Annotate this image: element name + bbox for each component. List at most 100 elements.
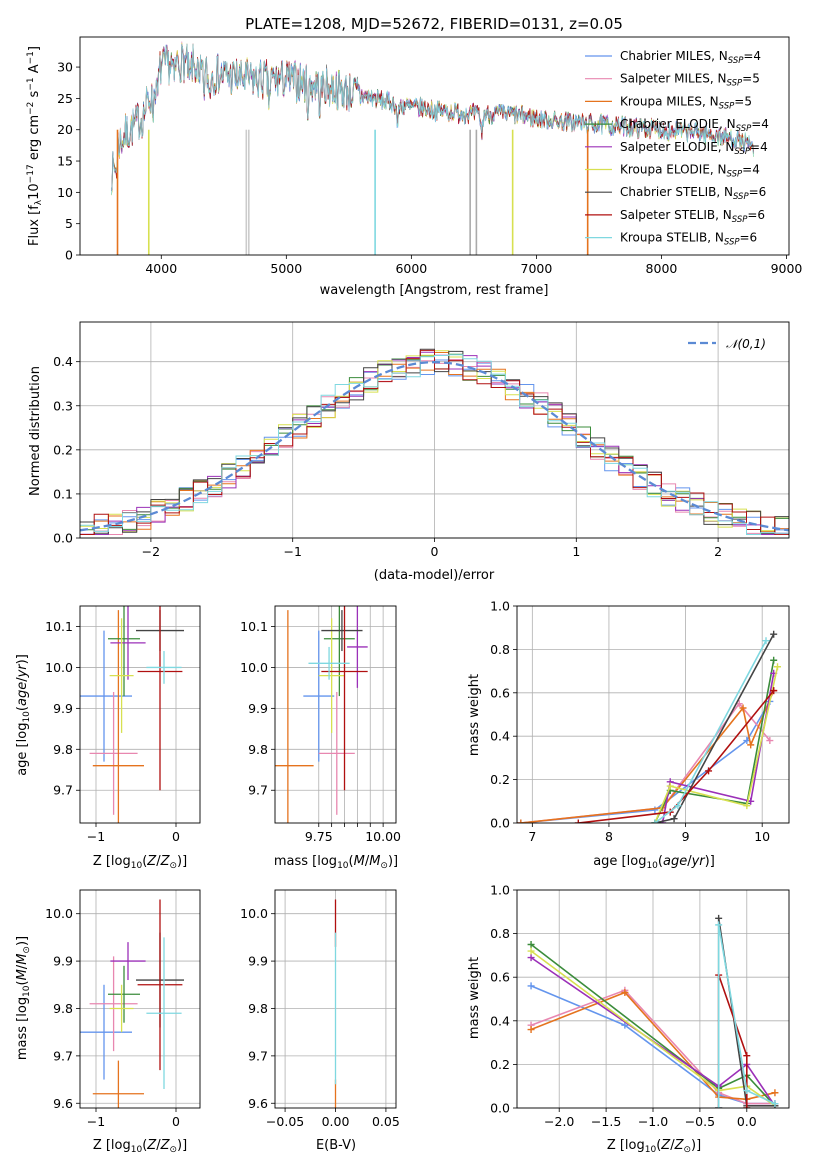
weight-marker xyxy=(743,802,751,810)
age-vs-z-ylabel: age [log10(age/yr)] xyxy=(15,654,32,776)
x-tick-label: −2.0 xyxy=(544,1114,574,1129)
weight-marker xyxy=(527,941,535,948)
legend-label: Kroupa ELODIE, NSSP=4 xyxy=(620,163,760,180)
mass-vs-z-ylabel: mass [log10(M/M⊙)] xyxy=(15,936,32,1060)
y-tick-label: 9.8 xyxy=(53,742,73,757)
y-tick-label: 9.7 xyxy=(53,783,73,798)
weight-marker xyxy=(527,947,535,955)
weight-marker xyxy=(527,1026,535,1034)
spectrum-title: PLATE=1208, MJD=52672, FIBERID=0131, z=0… xyxy=(245,15,623,33)
x-tick-label: −0.5 xyxy=(685,1114,715,1129)
y-tick-label: 10.0 xyxy=(45,906,73,921)
y-tick-label: 0 xyxy=(65,248,73,263)
y-tick-label: 0.0 xyxy=(490,816,510,831)
x-tick-label: 0 xyxy=(172,1114,180,1129)
mass-vs-z-xlabel: Z [log10(Z/Z⊙)] xyxy=(93,1138,187,1155)
weight-marker xyxy=(574,819,582,823)
y-tick-label: 0.8 xyxy=(490,642,510,657)
y-tick-label: 9.8 xyxy=(248,742,268,757)
x-tick-label: 8 xyxy=(605,829,613,844)
y-tick-label: 0.3 xyxy=(53,398,73,413)
age-vs-mass-xlabel: mass [log10(M/M⊙)] xyxy=(274,854,398,871)
weight-marker xyxy=(747,741,755,749)
weight-marker xyxy=(715,1104,723,1108)
x-tick-label: −1.5 xyxy=(591,1114,621,1129)
y-tick-label: 0.1 xyxy=(53,486,73,501)
legend-label: Chabrier MILES, NSSP=4 xyxy=(620,49,761,66)
axes-frame xyxy=(274,605,397,824)
weight-marker xyxy=(766,737,774,745)
error-bars xyxy=(275,606,368,823)
mass-vs-ebv-xlabel: E(B-V) xyxy=(316,1138,356,1153)
y-tick-label: 0.0 xyxy=(490,1101,510,1116)
weight-vs-age-plot: 7 8 9 10 0.0 0.2 0.4 0.6 0.8 1.0 xyxy=(490,599,790,844)
weight-line xyxy=(530,943,776,1107)
y-tick-label: 20 xyxy=(57,122,73,137)
x-tick-label: −0.05 xyxy=(266,1114,304,1129)
spectrum-plot: 4000 5000 6000 7000 8000 9000 0 5 10 15 20 25 30 Chab… xyxy=(57,36,803,276)
age-vs-mass-plot: 9.75 10.00 9.7 9.8 9.9 10.0 10.1 xyxy=(240,605,401,844)
weight-marker xyxy=(762,637,770,645)
y-tick-label: 0.2 xyxy=(53,442,73,457)
weight-marker xyxy=(743,1104,751,1108)
y-tick-label: 9.9 xyxy=(53,954,73,969)
y-tick-label: 0.4 xyxy=(53,354,73,369)
legend-label: 𝒩(0,1) xyxy=(726,337,766,351)
weight-marker xyxy=(715,921,723,929)
weight-marker xyxy=(715,914,723,922)
y-tick-label: 30 xyxy=(57,60,73,75)
weight-line xyxy=(654,666,779,823)
weight-marker xyxy=(774,663,782,671)
axes-frame xyxy=(79,321,790,539)
residual-xlabel: (data-model)/error xyxy=(374,568,495,583)
weight-marker xyxy=(743,1087,751,1095)
x-tick-label: 0.05 xyxy=(372,1114,400,1129)
y-tick-label: 9.8 xyxy=(248,1001,268,1016)
y-tick-label: 9.9 xyxy=(53,701,73,716)
weight-line xyxy=(530,956,776,1107)
y-tick-label: 9.9 xyxy=(248,701,268,716)
y-tick-label: 9.6 xyxy=(53,1096,73,1111)
x-tick-label: 7 xyxy=(528,829,536,844)
weight-lines xyxy=(517,630,782,823)
weight-vs-z-plot: −2.0 −1.5 −1.0 −0.5 0.0 0.0 0.2 0.4 0.6 0.8 1.0 xyxy=(490,883,790,1129)
x-tick-label: 9.75 xyxy=(305,829,333,844)
y-tick-label: 5 xyxy=(65,216,73,231)
y-tick-label: 15 xyxy=(57,154,73,169)
x-tick-label: −1 xyxy=(283,544,301,559)
weight-lines xyxy=(527,914,779,1108)
y-tick-label: 0.2 xyxy=(490,1057,510,1072)
y-tick-label: 9.6 xyxy=(248,1096,268,1111)
y-tick-label: 1.0 xyxy=(490,599,510,614)
x-tick-label: 7000 xyxy=(521,261,553,276)
residual-histogram xyxy=(80,354,789,535)
x-tick-label: 0.0 xyxy=(737,1114,757,1129)
weight-line xyxy=(530,950,776,1107)
residual-histogram xyxy=(80,349,789,535)
residual-histogram-plot: −2 −1 0 1 2 0.0 0.1 0.2 0.3 0.4 𝒩(0,1) xyxy=(53,321,790,559)
spectrum-xlabel: wavelength [Angstrom, rest frame] xyxy=(320,283,549,298)
y-tick-label: 9.9 xyxy=(248,954,268,969)
y-tick-label: 9.8 xyxy=(53,1001,73,1016)
x-tick-label: −1 xyxy=(87,829,105,844)
x-tick-label: 6000 xyxy=(395,261,427,276)
x-tick-label: −1.0 xyxy=(638,1114,668,1129)
residual-steps xyxy=(80,348,789,535)
mass-vs-z-plot: −1 0 9.6 9.7 9.8 9.9 10.0 xyxy=(45,889,201,1129)
weight-marker xyxy=(666,782,674,790)
x-tick-label: 9000 xyxy=(771,261,803,276)
legend-label: Salpeter ELODIE, NSSP=4 xyxy=(620,140,768,157)
weight-marker xyxy=(770,656,778,664)
weight-line xyxy=(717,924,776,1108)
axes-frame xyxy=(79,36,790,256)
error-bars xyxy=(80,606,184,823)
weight-marker xyxy=(527,954,535,962)
x-tick-label: 0 xyxy=(172,829,180,844)
x-tick-label: 5000 xyxy=(270,261,302,276)
x-tick-label: 8000 xyxy=(646,261,678,276)
residual-ylabel: Normed distribution xyxy=(28,366,43,496)
mass-vs-ebv-plot: −0.05 0.00 0.05 9.6 9.7 9.8 9.9 10.0 xyxy=(240,889,400,1129)
spectrum-line xyxy=(110,43,754,195)
